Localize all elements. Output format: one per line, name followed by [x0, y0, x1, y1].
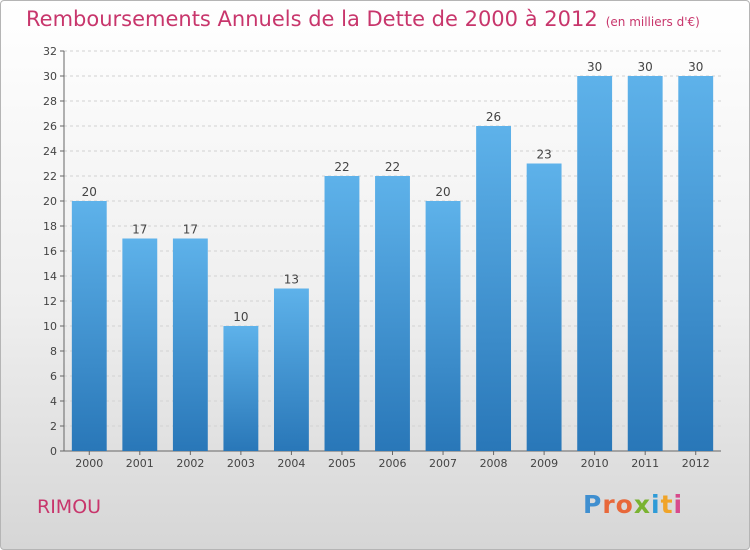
- location-name: RIMOU: [37, 496, 102, 518]
- y-tick-label: 0: [50, 445, 57, 458]
- bar: [324, 176, 360, 451]
- x-tick-label: 2006: [379, 457, 407, 470]
- y-tick-label: 16: [43, 245, 57, 258]
- data-label: 23: [536, 148, 551, 162]
- y-tick-label: 26: [43, 120, 57, 133]
- data-label: 26: [486, 110, 501, 124]
- bar: [375, 176, 410, 451]
- data-labels: 20 17 17 10 13 22 22 20 26 23 30 30 30: [82, 60, 704, 324]
- bar: [122, 238, 158, 451]
- data-label: 22: [334, 160, 349, 174]
- proxiti-logo[interactable]: Proxiti: [583, 490, 683, 519]
- x-tick-label: 2009: [530, 457, 558, 470]
- y-tick-label: 14: [43, 270, 57, 283]
- x-tick-label: 2000: [75, 457, 103, 470]
- logo-letter: i: [673, 490, 684, 519]
- bar: [172, 238, 208, 451]
- data-label: 20: [435, 185, 450, 199]
- bar: [71, 201, 107, 451]
- y-tick-label: 2: [50, 420, 57, 433]
- data-label: 20: [82, 185, 97, 199]
- x-tick-label: 2008: [480, 457, 508, 470]
- y-tick-label: 32: [43, 45, 57, 58]
- chart-header: Remboursements Annuels de la Dette de 20…: [26, 7, 700, 31]
- bar: [425, 201, 461, 451]
- bar: [627, 76, 663, 451]
- data-label: 22: [385, 160, 400, 174]
- y-tick-label: 28: [43, 95, 57, 108]
- data-label: 17: [132, 223, 147, 237]
- x-tick-label: 2001: [126, 457, 154, 470]
- logo-letter: t: [660, 490, 674, 519]
- x-tick-label: 2004: [277, 457, 305, 470]
- logo-letter: P: [583, 490, 603, 519]
- logo-letter: r: [602, 490, 616, 519]
- y-tick-label: 18: [43, 220, 57, 233]
- x-tick-label: 2002: [176, 457, 204, 470]
- data-label: 30: [638, 60, 653, 74]
- chart-title: Remboursements Annuels de la Dette de 20…: [26, 7, 598, 31]
- logo-letter: x: [633, 490, 651, 519]
- bar: [577, 76, 613, 451]
- x-tick-label: 2005: [328, 457, 356, 470]
- bar: [273, 288, 309, 451]
- x-tick-label: 2007: [429, 457, 457, 470]
- bar: [223, 326, 259, 451]
- x-tick-label: 2003: [227, 457, 255, 470]
- bar: [476, 126, 512, 451]
- x-tick-label: 2010: [581, 457, 609, 470]
- x-tick-label: 2011: [631, 457, 659, 470]
- data-label: 30: [688, 60, 703, 74]
- y-tick-label: 8: [50, 345, 57, 358]
- y-tick-label: 12: [43, 295, 57, 308]
- y-tick-label: 24: [43, 145, 57, 158]
- data-label: 10: [233, 310, 248, 324]
- y-tick-label: 20: [43, 195, 57, 208]
- data-label: 17: [183, 223, 198, 237]
- y-tick-label: 22: [43, 170, 57, 183]
- y-tick-label: 10: [43, 320, 57, 333]
- bar: [526, 163, 562, 451]
- chart-unit: (en milliers d'€): [605, 15, 700, 29]
- y-tick-label: 4: [50, 395, 57, 408]
- x-tick-label: 2012: [682, 457, 710, 470]
- data-label: 13: [284, 273, 299, 287]
- y-tick-label: 30: [43, 70, 57, 83]
- data-label: 30: [587, 60, 602, 74]
- bar: [678, 76, 714, 451]
- logo-letter: o: [615, 490, 634, 519]
- bars: [71, 76, 714, 451]
- y-tick-label: 6: [50, 370, 57, 383]
- logo-letter: i: [651, 490, 661, 519]
